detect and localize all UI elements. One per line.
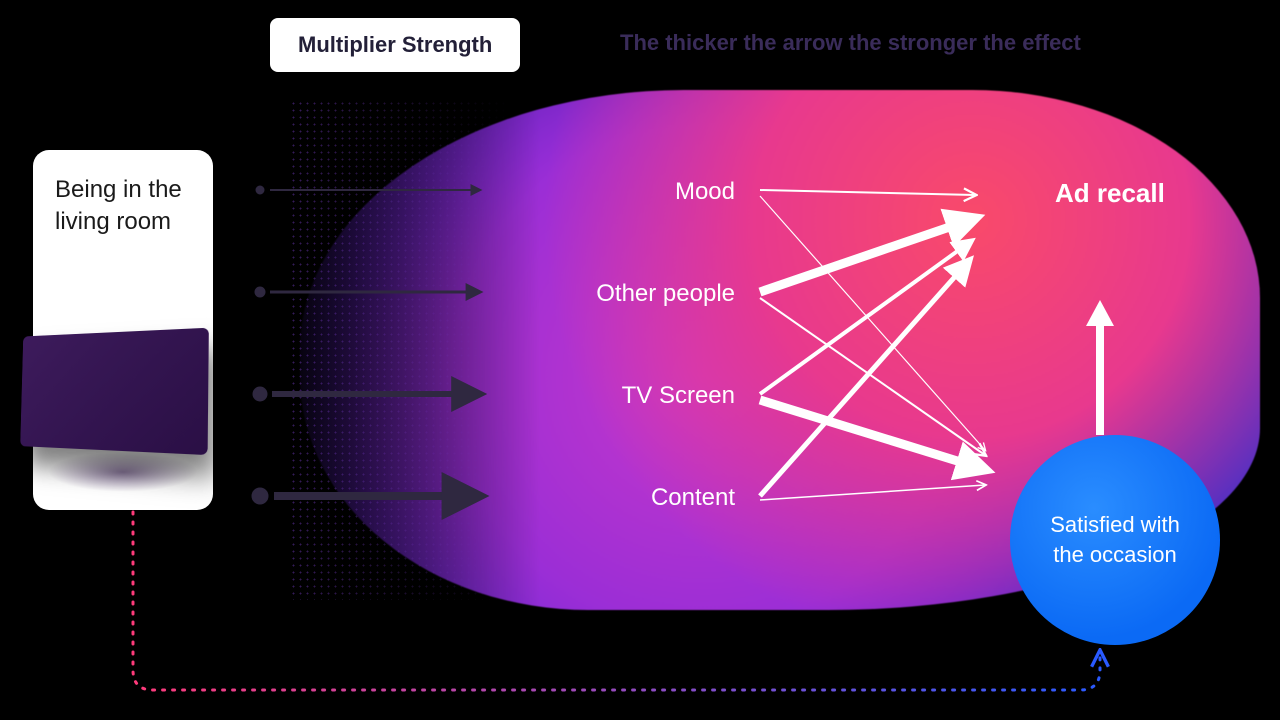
factor-other-people: Other people <box>596 280 735 308</box>
living-room-text: Being in the living room <box>55 174 191 239</box>
title-text: Multiplier Strength <box>298 32 492 57</box>
title-box: Multiplier Strength <box>270 18 520 72</box>
factor-content: Content <box>651 484 735 512</box>
living-room-card: Being in the living room <box>33 150 213 510</box>
factor-tv-screen: TV Screen <box>622 382 735 410</box>
factor-mood: Mood <box>675 178 735 206</box>
tv-shadow <box>48 452 198 492</box>
outcome-ad-recall: Ad recall <box>1055 178 1165 209</box>
blob-noise <box>290 100 510 600</box>
outcome-satisfied-text: Satisfied with the occasion <box>1032 510 1198 569</box>
subtitle-text: The thicker the arrow the stronger the e… <box>620 30 1081 56</box>
outcome-satisfied-circle: Satisfied with the occasion <box>1010 435 1220 645</box>
tv-graphic <box>8 332 218 492</box>
tv-screen-icon <box>20 328 209 455</box>
